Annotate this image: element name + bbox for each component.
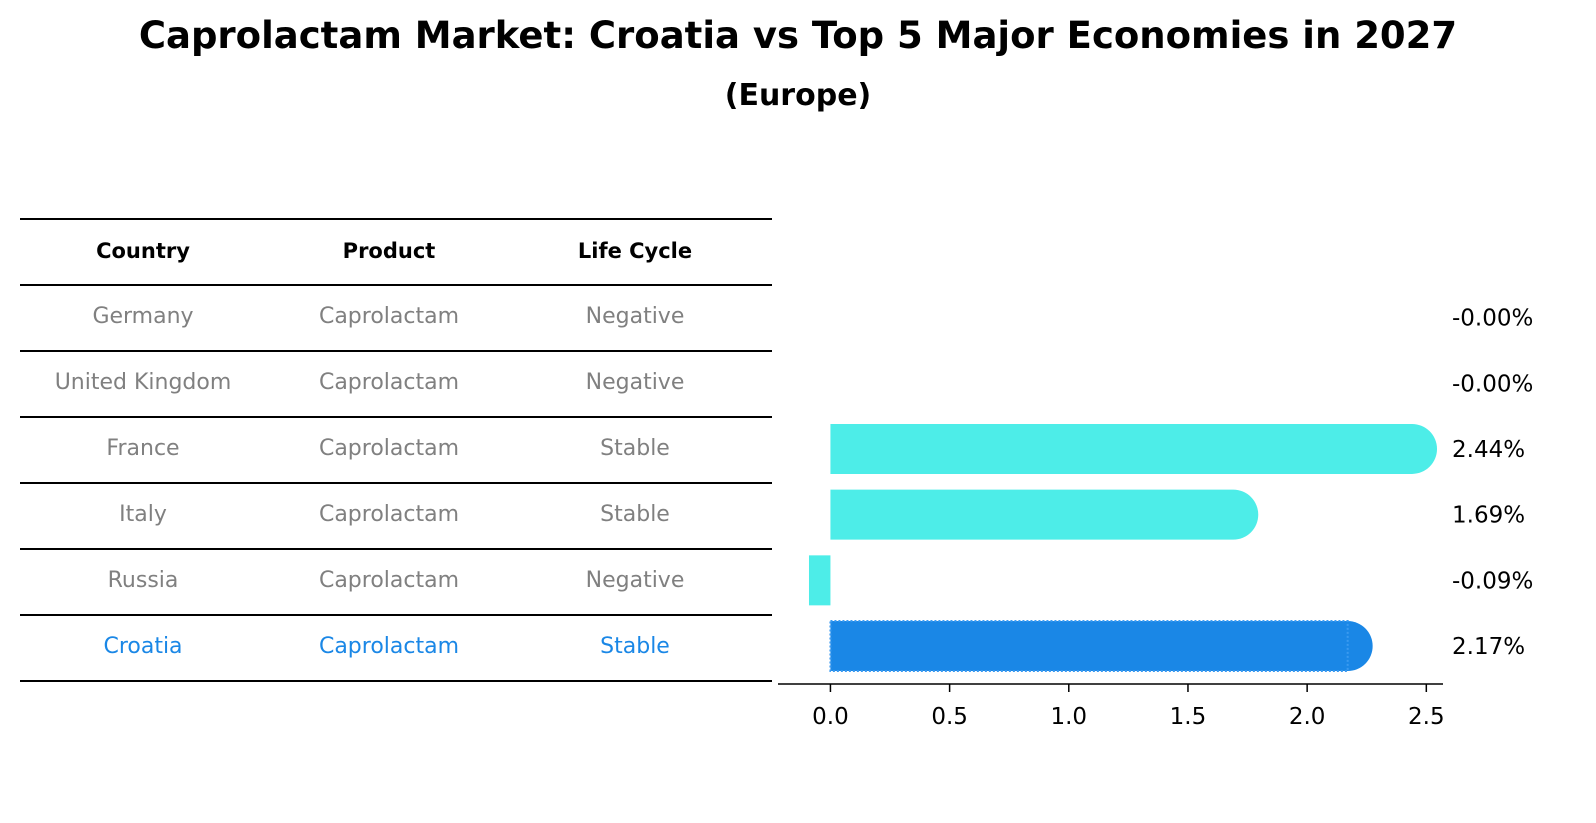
bar bbox=[808, 555, 831, 606]
bar-value-label: 1.69% bbox=[1452, 503, 1525, 529]
bar-highlight-outline bbox=[829, 620, 1349, 673]
table-header-cell: Product bbox=[342, 239, 436, 263]
table-rule bbox=[20, 218, 772, 220]
x-tick-label: 1.5 bbox=[1170, 704, 1207, 730]
table-cell: Negative bbox=[585, 370, 685, 395]
bar bbox=[830, 423, 1438, 474]
bar bbox=[830, 621, 1373, 672]
table-rule bbox=[20, 350, 772, 352]
chart-subtitle: (Europe) bbox=[724, 78, 872, 113]
bar-value-label: 2.17% bbox=[1452, 634, 1525, 660]
bar-value-label: 2.44% bbox=[1452, 437, 1525, 463]
x-tick-label: 2.0 bbox=[1289, 704, 1326, 730]
x-tick-label: 0.0 bbox=[812, 704, 849, 730]
table-cell: Caprolactam bbox=[318, 436, 460, 461]
x-tick-label: 2.5 bbox=[1408, 704, 1445, 730]
table-rule bbox=[20, 548, 772, 550]
table-header-cell: Life Cycle bbox=[577, 239, 693, 263]
x-tick-label: 1.0 bbox=[1050, 704, 1087, 730]
bar-value-label: -0.00% bbox=[1452, 371, 1533, 397]
table-cell: France bbox=[106, 436, 180, 461]
table-cell: Germany bbox=[92, 304, 194, 329]
x-tick-label: 0.5 bbox=[931, 704, 968, 730]
table-cell: Croatia bbox=[103, 634, 183, 659]
chart-title: Caprolactam Market: Croatia vs Top 5 Maj… bbox=[138, 14, 1458, 57]
table-rule bbox=[20, 680, 772, 682]
table-cell: Italy bbox=[119, 502, 167, 527]
table-rule bbox=[20, 284, 772, 286]
bar bbox=[830, 489, 1259, 540]
table-cell: Negative bbox=[585, 304, 685, 329]
table-cell: Russia bbox=[107, 568, 179, 593]
table-cell: Negative bbox=[585, 568, 685, 593]
table-header-cell: Country bbox=[96, 239, 190, 263]
table-rule bbox=[20, 482, 772, 484]
table-rule bbox=[20, 614, 772, 616]
table-cell: Stable bbox=[600, 502, 670, 527]
comparison-table: Country Product Life Cycle Germany Caprolact… bbox=[20, 218, 772, 688]
table-rule bbox=[20, 416, 772, 418]
table-cell: Caprolactam bbox=[318, 304, 460, 329]
table-cell: Caprolactam bbox=[318, 370, 460, 395]
table-cell: United Kingdom bbox=[54, 370, 232, 395]
bar-value-label: -0.00% bbox=[1452, 306, 1533, 332]
table-cell: Stable bbox=[600, 436, 670, 461]
table-cell: Stable bbox=[600, 634, 670, 659]
table-cell: Caprolactam bbox=[318, 502, 460, 527]
table-cell: Caprolactam bbox=[318, 568, 460, 593]
bar-value-label: -0.09% bbox=[1452, 568, 1533, 594]
table-cell: Caprolactam bbox=[318, 634, 460, 659]
